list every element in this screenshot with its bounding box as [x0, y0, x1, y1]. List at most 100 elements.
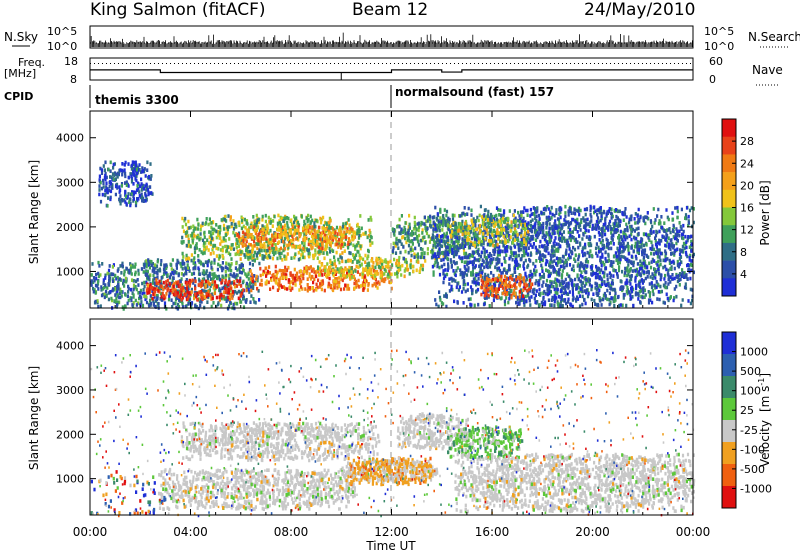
- power-cell-group: [317, 255, 424, 277]
- velocity-unit: [m s: [758, 386, 772, 412]
- colorbar-tick-label: -1000: [740, 482, 772, 495]
- colorbar-tick-label: 8: [740, 246, 747, 259]
- colorbar-segment: [722, 136, 736, 155]
- velocity-cell-group: [447, 427, 521, 460]
- colorbar-tick-label: 25: [740, 404, 754, 417]
- power-cell-group: [90, 258, 259, 311]
- freq-panel-frame: [89, 57, 694, 81]
- power-cell-group: [316, 255, 423, 280]
- nsearch-tick-bottom: 10^0: [704, 40, 734, 53]
- colorbar-tick-label: 4: [740, 268, 747, 281]
- colorbar-tick-label: 20: [740, 179, 754, 192]
- power-cell-group: [447, 213, 528, 248]
- colorbar-segment: [722, 260, 736, 279]
- power-cell-group: [146, 279, 243, 302]
- y-tick-label: 4000: [56, 132, 84, 145]
- power-cell-group: [251, 264, 393, 293]
- velocity-unit-close: ]: [758, 373, 772, 378]
- colorbar-segment: [722, 207, 736, 226]
- x-tick-label: 00:00: [676, 525, 711, 539]
- cpid-segment-2: normalsound (fast) 157: [395, 85, 554, 99]
- nsearch-tick-top: 10^5: [704, 25, 734, 38]
- power-cell-group: [94, 258, 251, 311]
- nsky-tick-top: 10^5: [47, 25, 77, 38]
- power-cell-group: [180, 213, 374, 261]
- power-cell-group: [479, 273, 529, 296]
- nave-tick-bottom: 0: [709, 73, 716, 86]
- colorbar-segment: [722, 376, 736, 399]
- cpid-row: CPID themis 3300 normalsound (fast) 157: [4, 85, 554, 108]
- power-cell-group: [240, 225, 352, 251]
- velocity-cell-group: [162, 471, 348, 510]
- power-ylabel: Slant Range [km]: [27, 160, 41, 264]
- power-panel: 1000 2000 3000 4000 Slant Range [km]: [27, 110, 695, 311]
- colorbar-segment: [722, 172, 736, 191]
- freq-label-line1: Freq.: [18, 56, 45, 69]
- y-tick-label: 4000: [56, 340, 84, 353]
- colorbar-tick-label: -25: [740, 424, 758, 437]
- power-cell-group: [318, 256, 427, 278]
- x-axis-label: Time UT: [365, 539, 416, 553]
- freq-trace-line: [90, 69, 693, 74]
- colorbar-segment: [722, 225, 736, 244]
- velocity-cell-group: [352, 459, 422, 475]
- velocity-cell-group: [347, 456, 432, 484]
- y-tick-label: 2000: [56, 428, 84, 441]
- y-tick-label: 3000: [56, 384, 84, 397]
- nsky-label: N.Sky: [4, 30, 38, 44]
- colorbar-segment: [722, 242, 736, 261]
- colorbar-segment: [722, 354, 736, 377]
- velocity-cell-group: [110, 473, 139, 516]
- colorbar-tick-label: 12: [740, 224, 754, 237]
- colorbar-tick-label: 500: [740, 365, 761, 378]
- colorbar-segment: [722, 332, 736, 355]
- cpid-label: CPID: [4, 90, 33, 103]
- power-cell-group: [434, 205, 695, 309]
- colorbar-segment: [722, 464, 736, 487]
- cpid-segment-1: themis 3300: [95, 93, 179, 107]
- velocity-cell-group: [180, 421, 381, 463]
- nave-tick-top: 60: [709, 55, 723, 68]
- colorbar-segment: [722, 442, 736, 465]
- freq-panel: Freq. [MHz] 18 8 60 0 Nave: [4, 55, 783, 86]
- nsearch-label: N.Search: [748, 30, 800, 44]
- station-title: King Salmon (fitACF): [90, 0, 266, 20]
- nsky-panel-frame: [89, 25, 694, 49]
- freq-tick-top: 18: [64, 55, 78, 68]
- y-tick-label: 3000: [56, 176, 84, 189]
- nsky-tick-bottom: 10^0: [47, 40, 77, 53]
- colorbar-tick-label: 1000: [740, 346, 768, 359]
- colorbar-tick-label: 100: [740, 385, 761, 398]
- date-title: 24/May/2010: [584, 0, 696, 20]
- velocity-cell-group: [112, 475, 168, 492]
- velocity-cell-group: [90, 478, 152, 515]
- power-cell-group: [98, 160, 154, 206]
- nsky-panel: N.Sky 10^5 10^0 10^5 10^0 N.Search: [4, 25, 800, 53]
- velocity-cell-group: [158, 467, 356, 511]
- freq-label-line2: [MHz]: [4, 67, 36, 80]
- power-cell-group: [181, 213, 372, 262]
- x-axis: 00:00 04:00 08:00 12:00 16:00 20:00 00:00: [73, 111, 711, 539]
- velocity-cell-group: [396, 412, 469, 451]
- velocity-unit-sup: -1: [757, 378, 766, 386]
- nave-label: Nave: [752, 63, 783, 77]
- colorbar-segment: [722, 189, 736, 208]
- x-tick-label: 04:00: [173, 525, 208, 539]
- colorbar-segment: [722, 398, 736, 421]
- y-tick-label: 1000: [56, 473, 84, 486]
- velocity-title-word: Velocity: [758, 420, 772, 467]
- power-cell-group: [446, 213, 528, 248]
- velocity-ylabel: Slant Range [km]: [27, 366, 41, 470]
- x-tick-label: 00:00: [73, 525, 108, 539]
- x-tick-label: 12:00: [374, 525, 409, 539]
- power-cell-group: [146, 278, 245, 302]
- power-cell-group: [262, 266, 393, 292]
- colorbar-tick-label: -100: [740, 443, 765, 456]
- colorbar-segment: [722, 119, 736, 137]
- power-cell-group: [391, 213, 467, 261]
- beam-title: Beam 12: [352, 0, 428, 20]
- y-tick-label: 1000: [56, 265, 84, 278]
- power-colorbar: 4 8 12 16 20 24 28: [721, 118, 754, 297]
- velocity-cell-group: [418, 418, 467, 447]
